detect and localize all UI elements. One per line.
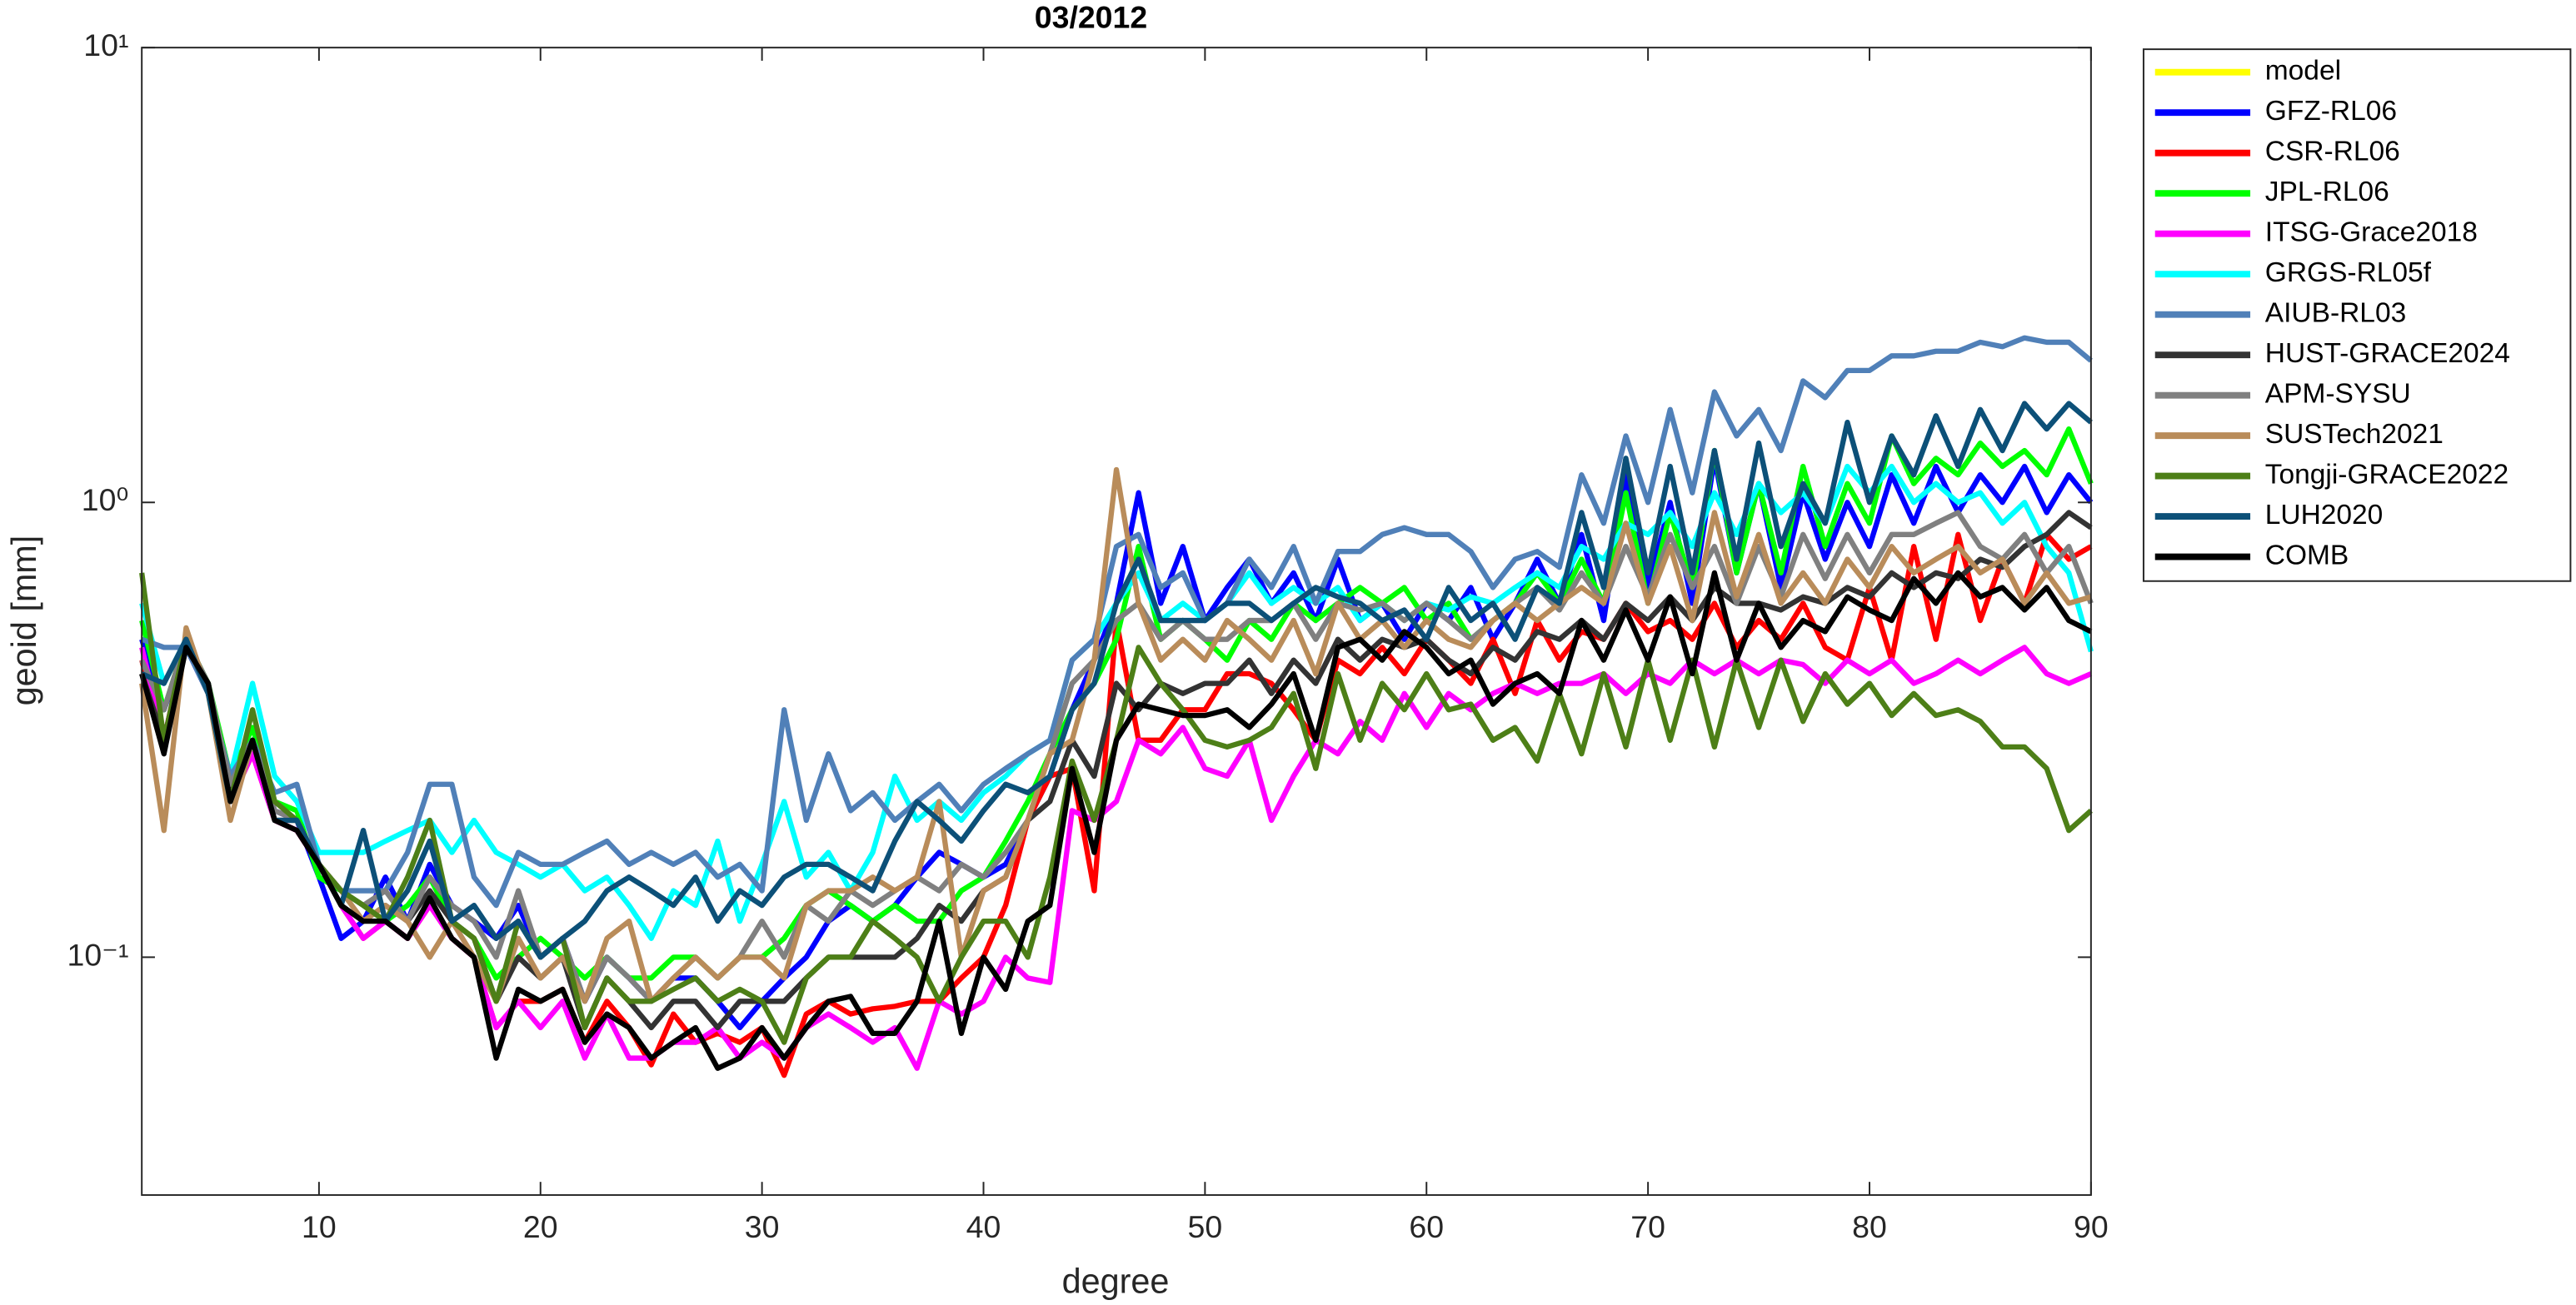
legend-label: CSR-RL06 [2265, 137, 2400, 167]
legend: model GFZ-RL06 CSR-RL06 JPL-RL06 ITSG-Grace2… [2142, 48, 2572, 582]
y-axis-label: geoid [mm] [5, 535, 43, 706]
y-tick-label: 10⁻¹ [67, 937, 129, 972]
plot-area [139, 335, 2094, 1078]
x-tick-label: 40 [966, 1209, 1001, 1244]
chart-title: 03/2012 [1035, 0, 1147, 35]
x-tick-label: 10 [302, 1209, 337, 1244]
x-tick-label: 30 [745, 1209, 780, 1244]
x-tick-label: 20 [523, 1209, 558, 1244]
y-tick-label: 10¹ [83, 27, 128, 62]
legend-label: COMB [2265, 540, 2349, 570]
x-tick-label: 50 [1188, 1209, 1223, 1244]
x-tick-label: 90 [2074, 1209, 2109, 1244]
legend-label: SUSTech2021 [2265, 419, 2444, 450]
legend-label: GRGS-RL05f [2265, 257, 2432, 288]
legend-label: APM-SYSU [2265, 378, 2411, 409]
legend-label: HUST-GRACE2024 [2265, 338, 2510, 369]
x-axis-label: degree [1062, 1262, 1170, 1300]
legend-label: Tongji-GRACE2022 [2265, 459, 2509, 490]
legend-label: ITSG-Grace2018 [2265, 217, 2478, 248]
series-line [139, 570, 2093, 1071]
x-tick-label: 80 [1852, 1209, 1887, 1244]
legend-label: AIUB-RL03 [2265, 298, 2406, 329]
y-tick-label: 10⁰ [82, 482, 129, 517]
x-tick-label: 70 [1630, 1209, 1665, 1244]
legend-label: LUH2020 [2265, 500, 2384, 530]
legend-label: model [2265, 56, 2341, 87]
series-line [141, 335, 2093, 909]
series-line [139, 466, 2092, 1004]
axes-box [141, 47, 2092, 1196]
x-tick-label: 60 [1409, 1209, 1444, 1244]
legend-label: JPL-RL06 [2265, 177, 2389, 207]
series-line [140, 401, 2093, 960]
legend-label: GFZ-RL06 [2265, 96, 2397, 127]
